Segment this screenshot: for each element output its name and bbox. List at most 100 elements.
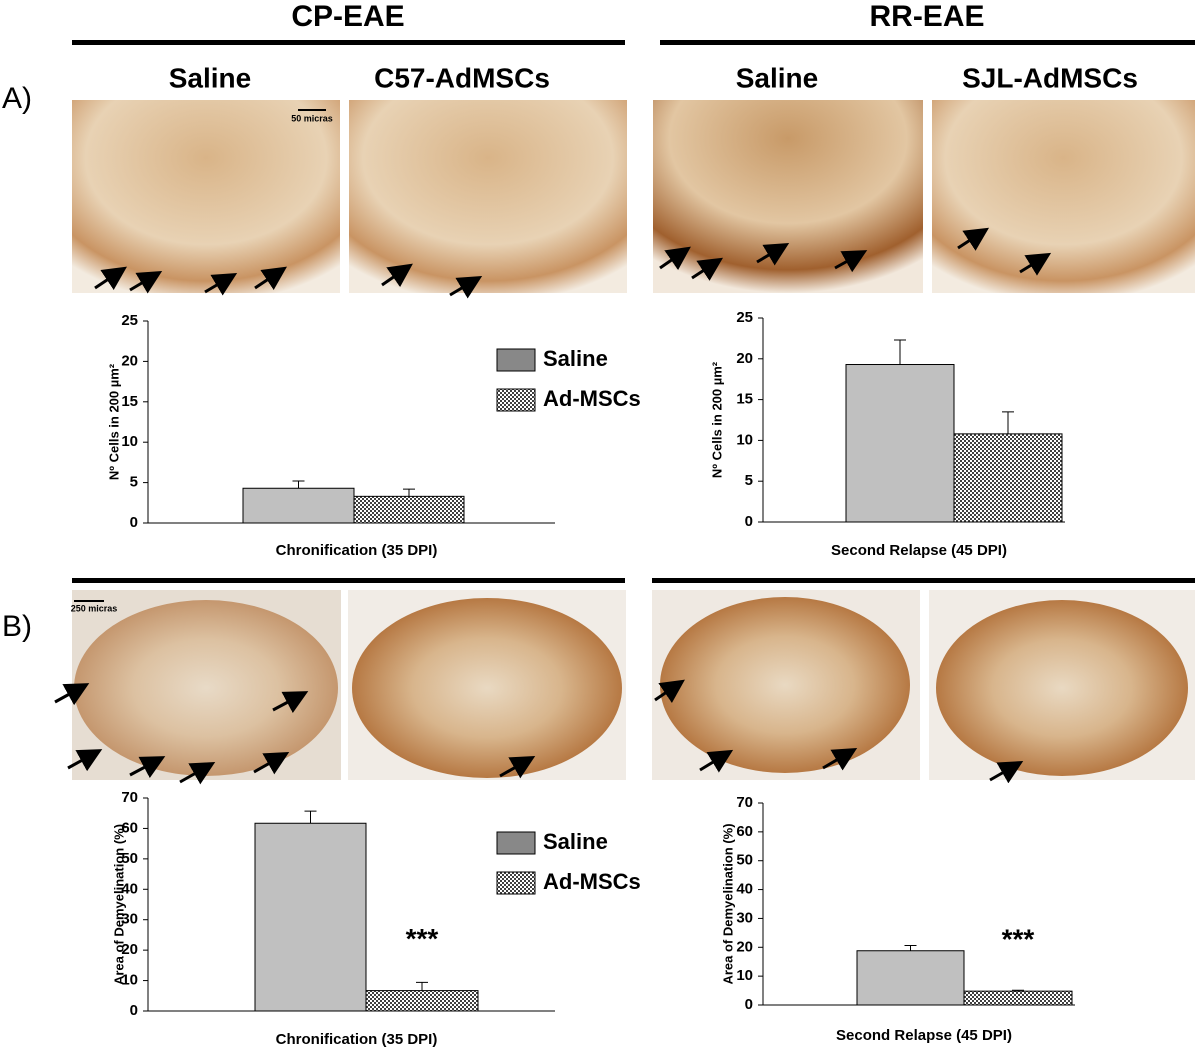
error-bar bbox=[904, 945, 917, 951]
arrow bbox=[822, 747, 858, 771]
y-tick-label: 50 bbox=[736, 852, 753, 869]
group-heading: RR-EAE bbox=[869, 0, 984, 33]
arrow bbox=[94, 266, 127, 290]
bar bbox=[365, 990, 479, 1012]
arrow bbox=[654, 679, 685, 704]
arrow bbox=[691, 257, 724, 281]
micrograph bbox=[932, 100, 1195, 293]
arrows bbox=[54, 227, 1052, 785]
y-tick-label: 70 bbox=[121, 789, 138, 806]
tissue bbox=[936, 600, 1188, 776]
bar bbox=[845, 364, 955, 523]
y-tick-label: 60 bbox=[736, 823, 753, 840]
divider bbox=[72, 40, 625, 45]
arrow bbox=[67, 749, 103, 772]
tissue bbox=[352, 598, 622, 778]
x-tick-label: Chronification (35 DPI) bbox=[276, 1031, 438, 1048]
arrow bbox=[179, 762, 216, 785]
y-tick-label: 0 bbox=[130, 514, 138, 531]
group-heading: CP-EAE bbox=[291, 0, 404, 33]
arrow bbox=[253, 752, 290, 775]
bar bbox=[953, 433, 1063, 523]
panel-label: A) bbox=[2, 82, 32, 115]
y-tick-label: 0 bbox=[745, 513, 753, 530]
tissue bbox=[660, 597, 910, 773]
y-tick-label: 20 bbox=[121, 941, 138, 958]
column-heading: C57-AdMSCs bbox=[374, 62, 550, 93]
error-bar bbox=[304, 810, 317, 824]
arrow bbox=[272, 691, 309, 714]
y-tick-label: 10 bbox=[121, 972, 138, 989]
arrow bbox=[957, 227, 990, 251]
bar bbox=[963, 990, 1073, 1006]
arrow bbox=[756, 242, 790, 266]
legend-swatch bbox=[496, 348, 536, 372]
y-tick-label: 10 bbox=[736, 967, 753, 984]
tissue bbox=[74, 600, 338, 776]
legend-label: Saline bbox=[543, 829, 608, 854]
error-bar bbox=[1002, 411, 1014, 434]
error-bar bbox=[403, 488, 415, 497]
legend-swatch bbox=[496, 871, 536, 895]
arrow bbox=[381, 263, 413, 288]
y-axis-label: Area of Demyelination (%) bbox=[111, 824, 126, 985]
y-tick-label: 15 bbox=[736, 391, 753, 408]
y-tick-label: 40 bbox=[121, 880, 138, 897]
arrow bbox=[699, 749, 734, 773]
micrograph bbox=[72, 100, 340, 293]
y-tick-label: 15 bbox=[121, 393, 138, 410]
y-tick-label: 0 bbox=[130, 1002, 138, 1019]
bar bbox=[353, 495, 465, 524]
y-axis-label: Nº Cells in 200 µm² bbox=[709, 361, 724, 478]
y-tick-label: 20 bbox=[121, 352, 138, 369]
arrow bbox=[54, 683, 90, 706]
divider bbox=[652, 578, 1195, 583]
y-tick-label: 5 bbox=[745, 472, 753, 489]
y-tick-label: 25 bbox=[736, 309, 753, 326]
y-tick-label: 5 bbox=[130, 474, 138, 491]
micrograph bbox=[653, 100, 923, 293]
error-bar bbox=[894, 339, 906, 365]
arrow bbox=[499, 756, 536, 779]
bar bbox=[856, 950, 965, 1006]
bar bbox=[254, 822, 367, 1012]
y-tick-label: 30 bbox=[121, 911, 138, 928]
divider bbox=[72, 578, 625, 583]
arrow bbox=[1019, 252, 1052, 276]
column-heading: Saline bbox=[736, 62, 818, 93]
y-tick-label: 20 bbox=[736, 938, 753, 955]
significance: *** bbox=[1002, 924, 1035, 955]
arrow bbox=[204, 272, 238, 296]
micrographs-b: 250 micras bbox=[71, 590, 1195, 780]
error-bar bbox=[1012, 989, 1024, 992]
y-tick-label: 10 bbox=[736, 431, 753, 448]
scale-label: 250 micras bbox=[71, 603, 118, 613]
scale-label: 50 micras bbox=[291, 113, 333, 123]
y-axis-label: Area of Demyelination (%) bbox=[720, 823, 735, 984]
arrow bbox=[834, 250, 868, 273]
arrow bbox=[659, 246, 691, 271]
legend-swatch bbox=[496, 388, 536, 412]
arrow bbox=[449, 275, 483, 299]
y-tick-label: 0 bbox=[745, 996, 753, 1013]
error-bar bbox=[416, 981, 428, 991]
micrographs-a: 50 micras bbox=[72, 100, 1195, 293]
arrow bbox=[129, 756, 166, 779]
column-heading: SJL-AdMSCs bbox=[962, 62, 1138, 93]
arrow bbox=[254, 266, 287, 290]
x-tick-label: Chronification (35 DPI) bbox=[276, 542, 438, 559]
arrow bbox=[989, 761, 1024, 784]
y-tick-label: 60 bbox=[121, 819, 138, 836]
legend-label: Saline bbox=[543, 346, 608, 371]
significance: *** bbox=[406, 923, 439, 954]
x-tick-label: Second Relapse (45 DPI) bbox=[836, 1027, 1012, 1044]
y-tick-label: 25 bbox=[121, 312, 138, 329]
divider bbox=[660, 40, 1195, 45]
y-tick-label: 70 bbox=[736, 794, 753, 811]
column-heading: Saline bbox=[169, 62, 251, 93]
y-tick-label: 20 bbox=[736, 350, 753, 367]
micrograph bbox=[349, 100, 627, 293]
arrow bbox=[129, 270, 163, 294]
legend-label: Ad-MSCs bbox=[543, 869, 641, 894]
